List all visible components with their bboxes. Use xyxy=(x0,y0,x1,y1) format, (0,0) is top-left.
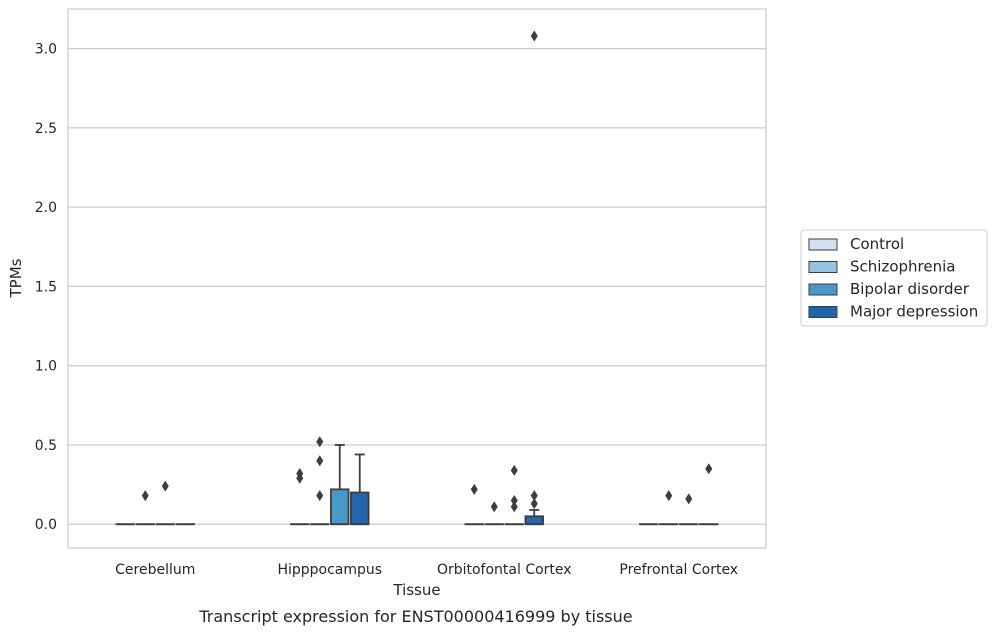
outlier-point xyxy=(296,467,304,479)
y-tick-label: 0.5 xyxy=(35,438,57,454)
box-schizophrenia xyxy=(310,436,330,526)
box-schizophrenia xyxy=(659,490,679,526)
legend: Control Schizophrenia Bipolar disorder Majo… xyxy=(800,229,988,327)
box-major-depression xyxy=(350,453,370,526)
legend-swatch xyxy=(808,261,838,273)
box-schizophrenia xyxy=(484,501,504,526)
legend-swatch xyxy=(808,238,838,251)
plot-frame xyxy=(67,8,767,549)
y-tick-label: 2.0 xyxy=(35,200,57,216)
outlier-point xyxy=(316,455,324,467)
outlier-point xyxy=(530,498,538,510)
box-rect xyxy=(524,515,544,526)
box-bipolar-disorder xyxy=(679,493,699,526)
box-control xyxy=(464,483,484,526)
x-tick-label: Prefrontal Cortex xyxy=(619,562,738,578)
box-bipolar-disorder xyxy=(504,464,524,526)
box-bipolar-disorder xyxy=(155,480,175,526)
x-tick-labels: Cerebellum Hipppocampus Orbitofontal Corte… xyxy=(115,562,738,578)
y-tick-label: 0.0 xyxy=(35,517,57,533)
outlier-point xyxy=(705,463,713,475)
legend-swatch xyxy=(808,306,838,318)
outlier-point xyxy=(510,464,518,476)
outlier-point xyxy=(510,494,518,506)
legend-label: Schizophrenia xyxy=(850,258,955,276)
legend-label: Major depression xyxy=(850,303,978,321)
outlier-point xyxy=(470,483,478,495)
outlier-point xyxy=(665,490,673,502)
box-series xyxy=(115,30,719,526)
legend-label: Control xyxy=(850,235,904,253)
box-bipolar-disorder xyxy=(330,444,350,526)
outlier-point xyxy=(530,30,538,42)
y-tick-labels: 0.0 0.5 1.0 1.5 2.0 2.5 3.0 xyxy=(35,42,57,534)
y-axis-title: TPMs xyxy=(7,258,25,298)
legend-frame xyxy=(800,229,988,327)
grid-lines xyxy=(68,48,766,525)
outlier-point xyxy=(530,490,538,502)
box-rect xyxy=(350,491,370,526)
y-tick-label: 2.5 xyxy=(35,121,57,137)
y-tick-label: 1.0 xyxy=(35,359,57,375)
outlier-point xyxy=(510,501,518,513)
y-tick-label: 1.5 xyxy=(35,279,57,295)
legend-swatch xyxy=(808,283,838,296)
outlier-point xyxy=(316,490,324,502)
legend-label: Bipolar disorder xyxy=(850,280,970,298)
outlier-point xyxy=(490,501,498,513)
box-rect xyxy=(330,488,350,526)
outlier-point xyxy=(316,436,324,448)
y-tick-label: 3.0 xyxy=(35,42,57,58)
box-major-depression xyxy=(524,30,544,526)
x-axis-title: Tissue xyxy=(392,581,440,599)
x-tick-label: Hipppocampus xyxy=(277,562,382,578)
box-control xyxy=(290,467,310,526)
box-schizophrenia xyxy=(135,490,155,526)
x-tick-label: Cerebellum xyxy=(115,562,195,578)
outlier-point xyxy=(141,490,149,502)
outlier-point xyxy=(161,480,169,492)
box-major-depression xyxy=(699,463,719,526)
figure-caption: Transcript expression for ENST0000041699… xyxy=(198,607,632,626)
outlier-point xyxy=(685,493,693,505)
x-tick-label: Orbitofontal Cortex xyxy=(437,562,572,578)
